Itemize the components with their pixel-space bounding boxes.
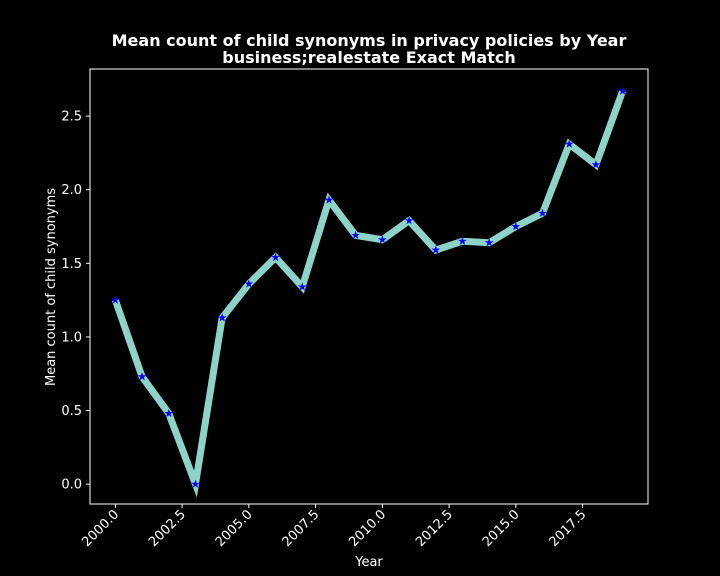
- data-point: [378, 235, 387, 244]
- data-point: [404, 216, 414, 225]
- series-line: [112, 89, 626, 498]
- axes-frame: [89, 68, 649, 505]
- data-point: [431, 245, 441, 254]
- data-point: [591, 160, 601, 169]
- y-tick-label: 2.5: [61, 110, 82, 125]
- data-point: [111, 295, 120, 304]
- data-point: [137, 372, 147, 381]
- data-point: [244, 279, 254, 288]
- y-axis: 0.0 0.5 1.0 1.5 2.0 2.5: [61, 110, 90, 493]
- data-point: [458, 236, 467, 245]
- y-tick-label: 0.0: [61, 478, 82, 493]
- data-point: [618, 86, 627, 95]
- y-tick-label: 0.5: [61, 404, 82, 419]
- plot-area: [111, 86, 627, 498]
- data-point: [564, 139, 574, 148]
- x-axis-label: Year: [354, 555, 383, 570]
- data-point: [191, 479, 200, 488]
- chart-title: Mean count of child synonyms in privacy …: [112, 31, 627, 50]
- y-tick-label: 1.5: [61, 257, 82, 272]
- data-point: [351, 230, 360, 239]
- chart-subtitle: business;realestate Exact Match: [222, 48, 515, 67]
- data-point: [511, 222, 521, 231]
- data-point: [164, 408, 174, 418]
- data-point: [297, 282, 307, 291]
- y-axis-label: Mean count of child synonyms: [44, 188, 59, 386]
- data-point: [271, 252, 280, 262]
- data-point: [217, 313, 227, 322]
- y-tick-label: 2.0: [61, 183, 82, 198]
- data-point: [484, 238, 494, 247]
- data-point: [538, 208, 547, 217]
- y-tick-label: 1.0: [61, 330, 82, 345]
- data-point: [324, 195, 334, 204]
